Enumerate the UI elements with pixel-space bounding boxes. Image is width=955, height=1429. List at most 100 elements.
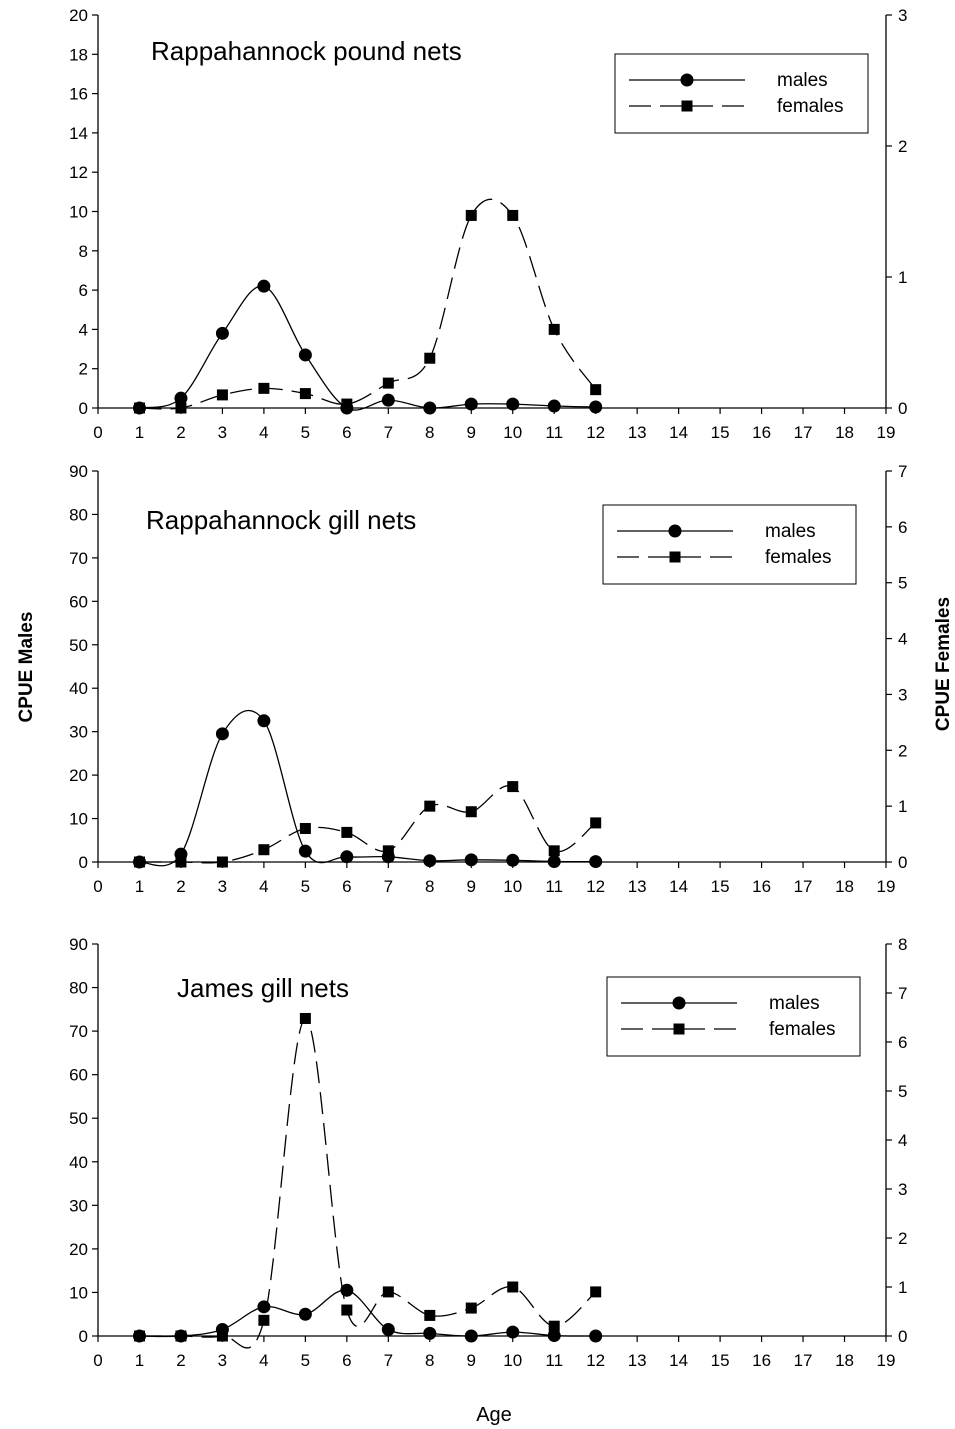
panel-3-y-right-tick-label: 3	[898, 1180, 907, 1199]
panel-1-x-tick-label: 5	[301, 423, 310, 442]
panel-2-x-tick-label: 14	[669, 877, 688, 896]
panel-3-x-tick-label: 5	[301, 1351, 310, 1370]
panel-2-y-left-tick-label: 90	[69, 462, 88, 481]
panel-1-y-left-tick-label: 12	[69, 163, 88, 182]
panel-3-males-point-7	[381, 1322, 395, 1336]
panel-2-females-line	[139, 785, 597, 864]
panel-2-females-point-3	[216, 856, 228, 868]
panel-3-x-tick-label: 1	[135, 1351, 144, 1370]
panel-1-males-point-9	[464, 397, 478, 411]
panel-1-y-left-tick-label: 10	[69, 203, 88, 222]
panel-1-y-right-tick-label: 0	[898, 399, 907, 418]
panel-2-y-right-tick-label: 3	[898, 685, 907, 704]
panel-2-y-left-tick-label: 80	[69, 505, 88, 524]
panel-1-legend-females-marker	[681, 100, 693, 112]
panel-2-males-point-6	[340, 850, 354, 864]
panel-1-legend-males-label: males	[777, 70, 828, 91]
panel-1-males-point-5	[298, 348, 312, 362]
panel-3-x-tick-label: 17	[794, 1351, 813, 1370]
panel-2-males-point-10	[506, 853, 520, 867]
panel-3-y-right-tick-label: 1	[898, 1278, 907, 1297]
panel-1-females-point-4	[258, 382, 270, 394]
panel-2-x-tick-label: 12	[586, 877, 605, 896]
panel-2-x-tick-label: 18	[835, 877, 854, 896]
panel-1-males-point-11	[547, 399, 561, 413]
panel-3-y-left-tick-label: 90	[69, 935, 88, 954]
panel-3-males-point-5	[298, 1307, 312, 1321]
panel-3-x-tick-label: 3	[218, 1351, 227, 1370]
panel-2-legend-males-label: males	[765, 521, 816, 542]
panel-3-y-left-tick-label: 20	[69, 1240, 88, 1259]
panel-1-x-tick-label: 10	[503, 423, 522, 442]
panel-3-x-tick-label: 11	[545, 1351, 563, 1370]
panel-2-legend-females-marker	[669, 551, 681, 563]
panel-3-females-point-1	[133, 1330, 145, 1342]
panel-3-males-point-12	[589, 1329, 603, 1343]
panel-2-x-tick-label: 15	[711, 877, 730, 896]
panel-1-y-left-tick-label: 20	[69, 6, 88, 25]
panel-2-x-tick-label: 17	[794, 877, 813, 896]
panel-3-females-line	[139, 1017, 597, 1349]
panel-1-males-point-2	[174, 391, 188, 405]
panel-1-x-tick-label: 0	[93, 423, 102, 442]
panel-3-x-tick-label: 2	[176, 1351, 185, 1370]
panel-1-x-tick-label: 18	[835, 423, 854, 442]
panel-2-females-point-4	[258, 844, 270, 856]
panel-3-legend-box	[606, 976, 861, 1057]
panel-1-x-tick-label: 12	[586, 423, 605, 442]
panel-2-title: Rappahannock gill nets	[146, 505, 416, 535]
panel-3-females-point-7	[382, 1286, 394, 1298]
panel-1-females-point-6	[341, 398, 353, 410]
x-axis-title: Age	[476, 1404, 512, 1426]
panel-3-legend-females-label: females	[769, 1019, 836, 1040]
panel-3-legend-males-marker	[672, 996, 686, 1010]
panel-3-females-point-5	[299, 1012, 311, 1024]
panel-1-x-tick-label: 14	[669, 423, 688, 442]
panel-3-y-left-tick-label: 30	[69, 1196, 88, 1215]
panel-3-x-tick-label: 15	[711, 1351, 730, 1370]
panel-3-y-right-tick-label: 0	[898, 1327, 907, 1346]
panel-3-females-point-11	[548, 1320, 560, 1332]
panel-1-y-left-tick-label: 0	[79, 399, 88, 418]
panel-3-x-tick-label: 9	[467, 1351, 476, 1370]
panel-1-legend-box	[614, 53, 869, 134]
panel-3-y-left-tick-label: 70	[69, 1022, 88, 1041]
panel-1-x-tick-label: 11	[545, 423, 563, 442]
panel-3-legend-females-marker	[673, 1023, 685, 1035]
panel-2-x-tick-label: 8	[425, 877, 434, 896]
panel-3-females-point-3	[216, 1330, 228, 1342]
panel-3-females-point-8	[424, 1309, 436, 1321]
panel-3-y-right-tick-label: 5	[898, 1082, 907, 1101]
panel-2-males-point-11	[547, 855, 561, 869]
panel-1-x-tick-label: 17	[794, 423, 813, 442]
y-axis-left-title: CPUE Males	[16, 612, 37, 723]
panel-3-y-left-tick-label: 60	[69, 1066, 88, 1085]
panel-2-males-point-4	[257, 714, 271, 728]
panel-3-title: James gill nets	[177, 973, 349, 1003]
panel-3-males-point-8	[423, 1326, 437, 1340]
panel-3-x-tick-label: 4	[259, 1351, 268, 1370]
panel-2-y-right-tick-label: 5	[898, 574, 907, 593]
panel-2-legend-box	[602, 504, 857, 585]
panel-2-y-left-tick-label: 50	[69, 636, 88, 655]
panel-2-legend-females-label: females	[765, 547, 832, 568]
panel-2-males-line	[139, 709, 596, 867]
panel-2-females-point-5	[299, 822, 311, 834]
panel-3-x-tick-label: 8	[425, 1351, 434, 1370]
panel-3-females-point-10	[507, 1281, 519, 1293]
panel-1-females-point-7	[382, 377, 394, 389]
panel-2-y-right-tick-label: 6	[898, 518, 907, 537]
panel-1-males-point-8	[423, 401, 437, 415]
panel-1-females-point-1	[133, 402, 145, 414]
panel-3-legend-males-label: males	[769, 993, 820, 1014]
panel-3-x-tick-label: 13	[628, 1351, 647, 1370]
panel-3-males-point-9	[464, 1329, 478, 1343]
panel-1-males-point-10	[506, 397, 520, 411]
panel-3-males-point-11	[547, 1329, 561, 1343]
panel-2-x-tick-label: 19	[877, 877, 896, 896]
y-axis-right-title: CPUE Females	[933, 597, 954, 731]
panel-3-y-right-tick-label: 7	[898, 984, 907, 1003]
panel-3-males-point-10	[506, 1325, 520, 1339]
